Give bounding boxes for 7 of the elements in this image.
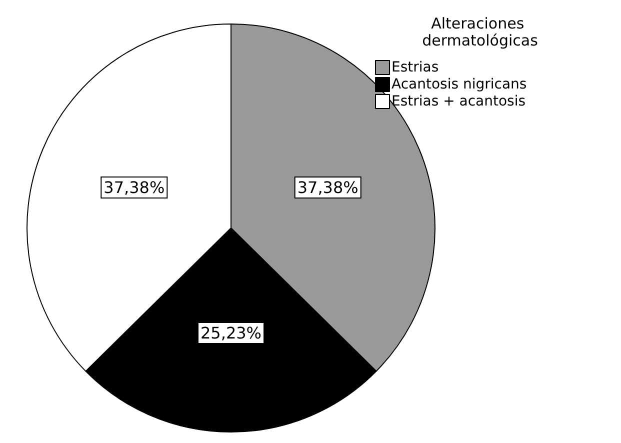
data-label: 37,38%: [104, 178, 165, 197]
legend-label: Estrias: [392, 60, 439, 76]
data-label: 37,38%: [297, 178, 358, 197]
legend-title: Alteraciones dermatológicas: [422, 14, 538, 50]
data-label: 25,23%: [200, 324, 262, 342]
legend-label: Acantosis nigricans: [392, 76, 527, 92]
legend-label: Estrias + acantosis: [392, 94, 526, 110]
